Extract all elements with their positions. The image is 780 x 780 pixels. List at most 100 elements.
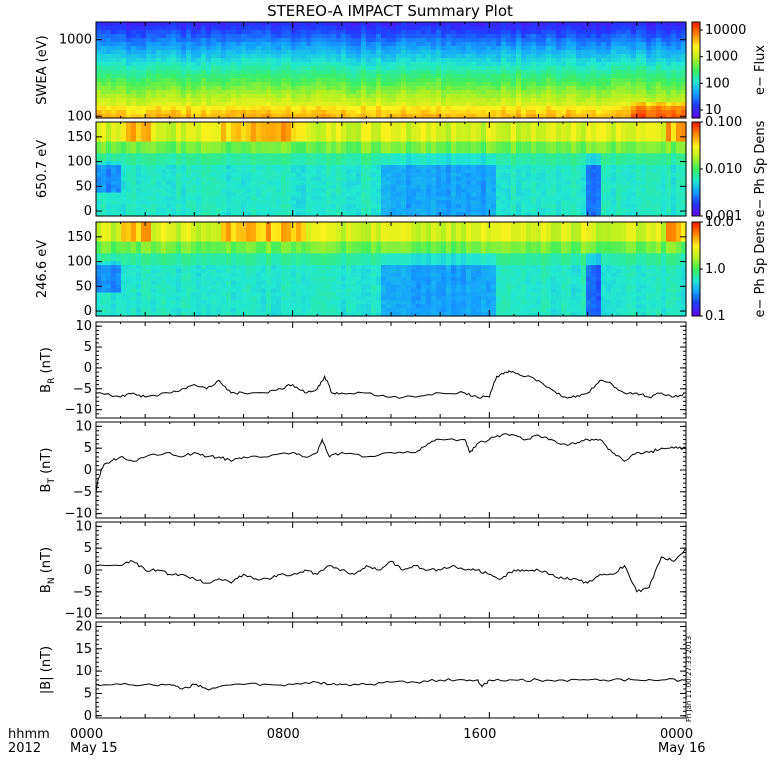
heatmap-cell [521, 98, 527, 103]
heatmap-cell [491, 133, 497, 139]
heatmap-cell [426, 30, 432, 35]
heatmap-cell [231, 74, 237, 79]
heatmap-cell [196, 129, 202, 135]
heatmap-cell [191, 122, 197, 127]
heatmap-cell [336, 122, 342, 127]
heatmap-cell [261, 22, 267, 27]
heatmap-cell [286, 114, 292, 119]
heatmap-cell [266, 102, 272, 107]
heatmap-cell [286, 149, 292, 154]
heatmap-cell [201, 172, 207, 178]
heatmap-cell [201, 153, 207, 158]
heatmap-cell [496, 149, 502, 154]
heatmap-cell [631, 82, 637, 87]
heatmap-cell [226, 133, 232, 139]
heatmap-cell [166, 50, 172, 55]
heatmap-cell [101, 102, 107, 107]
heatmap-cell [271, 172, 277, 178]
heatmap-cell [416, 50, 422, 55]
heatmap-cell [256, 106, 262, 111]
heatmap-cell [301, 192, 307, 198]
heatmap-cell [111, 70, 117, 75]
heatmap-cell [211, 22, 217, 27]
heatmap-cell [506, 50, 512, 55]
heatmap-cell [356, 110, 362, 115]
heatmap-cell [316, 141, 322, 147]
heatmap-cell [486, 50, 492, 55]
heatmap-cell [171, 62, 177, 67]
heatmap-cell [216, 62, 222, 67]
heatmap-cell [571, 38, 577, 43]
heatmap-cell [276, 22, 282, 27]
heatmap-cell [166, 188, 172, 194]
heatmap-cell [681, 62, 687, 67]
heatmap-cell [216, 54, 222, 59]
heatmap-cell [481, 102, 487, 107]
heatmap-cell [331, 137, 337, 143]
heatmap-cell [371, 184, 377, 190]
heatmap-cell [211, 114, 217, 119]
heatmap-cell [346, 38, 352, 43]
heatmap-cell [451, 157, 457, 162]
heatmap-cell [516, 172, 522, 178]
heatmap-cell [196, 204, 202, 209]
heatmap-cell [216, 98, 222, 103]
heatmap-cell [616, 30, 622, 35]
heatmap-cell [516, 38, 522, 43]
heatmap-cell [116, 78, 122, 83]
heatmap-cell [176, 122, 182, 127]
heatmap-cell [341, 66, 347, 71]
heatmap-cell [331, 157, 337, 162]
heatmap-cell [581, 114, 587, 119]
heatmap-cell [501, 165, 507, 170]
heatmap-cell [206, 176, 212, 182]
heatmap-cell [526, 196, 532, 201]
heatmap-cell [101, 133, 107, 139]
heatmap-cell [486, 192, 492, 198]
heatmap-cell [361, 184, 367, 190]
heatmap-cell [431, 157, 437, 162]
heatmap-cell [281, 34, 287, 39]
heatmap-cell [121, 208, 127, 213]
heatmap-cell [566, 66, 572, 71]
heatmap-cell [636, 46, 642, 51]
heatmap-cell [176, 34, 182, 39]
heatmap-cell [146, 102, 152, 107]
heatmap-cell [481, 22, 487, 27]
heatmap-cell [206, 212, 212, 217]
heatmap-cell [396, 62, 402, 67]
heatmap-cell [431, 42, 437, 47]
heatmap-cell [306, 172, 312, 178]
heatmap-cell [141, 157, 147, 162]
heatmap-cell [261, 30, 267, 35]
heatmap-cell [411, 172, 417, 178]
heatmap-cell [366, 22, 372, 27]
heatmap-cell [366, 66, 372, 71]
heatmap-cell [501, 200, 507, 205]
heatmap-cell [426, 22, 432, 27]
heatmap-cell [396, 50, 402, 55]
heatmap-cell [336, 176, 342, 182]
heatmap-cell [391, 90, 397, 95]
heatmap-cell [411, 145, 417, 151]
heatmap-cell [601, 30, 607, 35]
heatmap-cell [291, 129, 297, 135]
heatmap-cell [146, 74, 152, 79]
heatmap-cell [326, 74, 332, 79]
heatmap-cell [181, 212, 187, 217]
heatmap-cell [356, 196, 362, 201]
heatmap-cell [391, 200, 397, 205]
heatmap-cell [451, 200, 457, 205]
heatmap-cell [246, 110, 252, 115]
heatmap-cell [476, 70, 482, 75]
heatmap-cell [181, 22, 187, 27]
heatmap-cell [171, 153, 177, 158]
heatmap-cell [251, 110, 257, 115]
heatmap-cell [311, 102, 317, 107]
colorbar-cell [692, 41, 700, 45]
heatmap-cell [226, 102, 232, 107]
heatmap-cell [631, 66, 637, 71]
heatmap-cell [401, 137, 407, 143]
heatmap-cell [136, 38, 142, 43]
heatmap-cell [291, 38, 297, 43]
